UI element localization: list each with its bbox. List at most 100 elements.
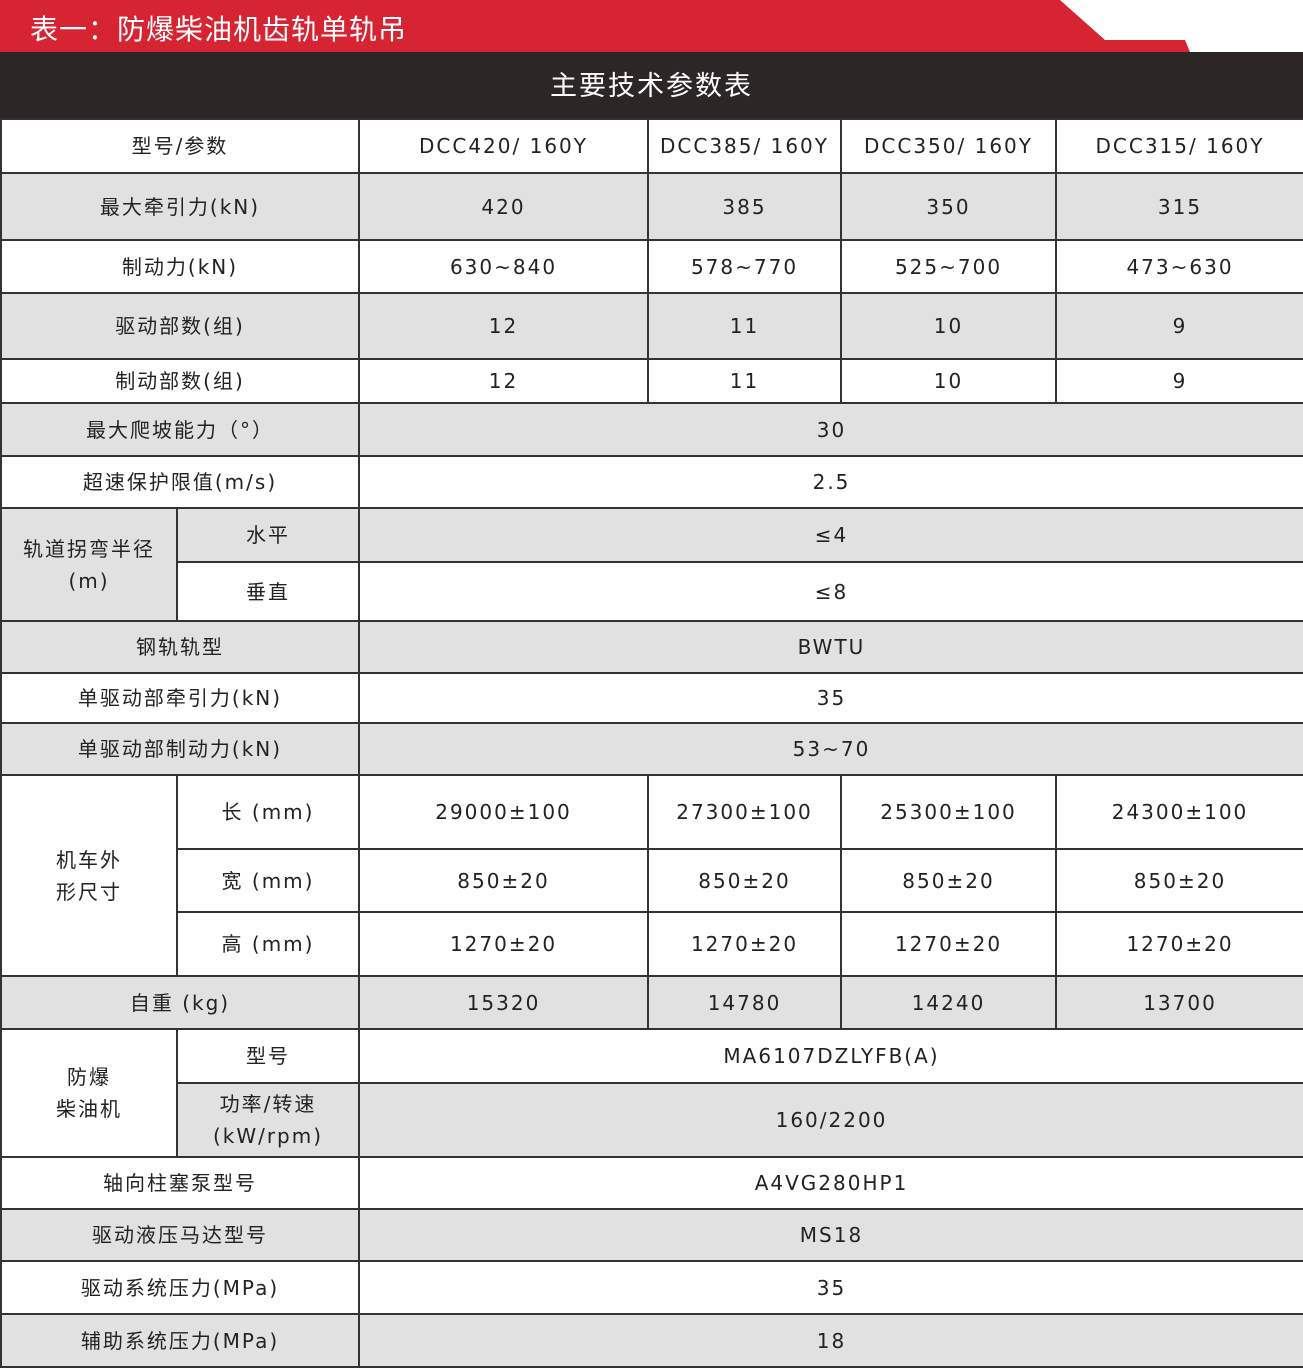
sub-label: 型号	[176, 1028, 360, 1084]
table-row: 钢轨轨型 BWTU	[0, 620, 1303, 674]
row-value: 25300±100	[840, 774, 1057, 850]
row-value: 578~770	[647, 239, 842, 294]
row-value: 24300±100	[1055, 774, 1303, 850]
row-value: 11	[647, 292, 842, 360]
sub-label: 宽 (mm)	[176, 848, 360, 913]
sub-label: 长 (mm)	[176, 774, 360, 850]
row-value: 12	[358, 292, 649, 360]
row-label: 最大爬坡能力（°）	[0, 402, 360, 457]
table-row: 机车外 形尺寸长 (mm) 29000±100 27300±100 25300±100…	[0, 774, 1303, 977]
table-row: 防爆 柴油机 型号 MA6107DZLYFB(A)	[0, 1028, 1303, 1158]
row-label: 最大牵引力(kN)	[0, 172, 360, 241]
table-row: 最大爬坡能力（°） 30	[0, 402, 1303, 457]
row-value: 14240	[840, 975, 1057, 1030]
row-label: 制动力(kN)	[0, 239, 360, 294]
row-value: 35	[358, 1260, 1303, 1315]
row-value: A4VG280HP1	[358, 1156, 1303, 1210]
table-row: 自重 (kg) 15320 14780 14240 13700	[0, 975, 1303, 1030]
table-row: 最大牵引力(kN) 420 385 350 315	[0, 172, 1303, 241]
row-value: ≤4	[358, 507, 1303, 563]
table-row: 单驱动部制动力(kN) 53~70	[0, 722, 1303, 776]
table-row: 驱动部数(组) 12 11 10 9	[0, 292, 1303, 360]
sub-label: 高 (mm)	[176, 911, 360, 977]
row-value: 53~70	[358, 722, 1303, 776]
table-row: 驱动液压马达型号 MS18	[0, 1208, 1303, 1262]
row-value: 14780	[647, 975, 842, 1030]
row-label: 驱动部数(组)	[0, 292, 360, 360]
group-label: 防爆 柴油机	[0, 1028, 178, 1158]
table-row: 超速保护限值(m/s) 2.5	[0, 455, 1303, 509]
row-label: 钢轨轨型	[0, 620, 360, 674]
row-label: 自重 (kg)	[0, 975, 360, 1030]
row-label: 单驱动部制动力(kN)	[0, 722, 360, 776]
sub-label: 功率/转速 (kW/rpm)	[176, 1082, 360, 1158]
header-row: 型号/参数 DCC420/ 160Y DCC385/ 160Y DCC350/ 160…	[0, 118, 1303, 174]
row-label: 制动部数(组)	[0, 358, 360, 404]
row-value: 1270±20	[358, 911, 649, 977]
row-value: 525~700	[840, 239, 1057, 294]
row-value: 850±20	[358, 848, 649, 913]
table-caption: 表一：防爆柴油机齿轨单轨吊	[30, 13, 408, 46]
row-value: 1270±20	[647, 911, 842, 977]
row-label: 驱动系统压力(MPa)	[0, 1260, 360, 1315]
model-header: DCC385/ 160Y	[647, 118, 842, 174]
row-value: 315	[1055, 172, 1303, 241]
table-row: 辅助系统压力(MPa) 18	[0, 1313, 1303, 1368]
row-value: 12	[358, 358, 649, 404]
row-value: 10	[840, 292, 1057, 360]
row-value: 11	[647, 358, 842, 404]
row-value: 27300±100	[647, 774, 842, 850]
model-header: DCC420/ 160Y	[358, 118, 649, 174]
table-title: 主要技术参数表	[0, 52, 1303, 118]
row-value: 10	[840, 358, 1057, 404]
row-value: 18	[358, 1313, 1303, 1368]
row-value: 630~840	[358, 239, 649, 294]
row-value: 850±20	[840, 848, 1057, 913]
sub-label: 水平	[176, 507, 360, 563]
table-row: 轴向柱塞泵型号 A4VG280HP1	[0, 1156, 1303, 1210]
row-value: 2.5	[358, 455, 1303, 509]
row-value: 160/2200	[358, 1082, 1303, 1158]
row-label: 轴向柱塞泵型号	[0, 1156, 360, 1210]
group-label: 机车外 形尺寸	[0, 774, 178, 977]
model-header: DCC350/ 160Y	[840, 118, 1057, 174]
table-row: 制动力(kN) 630~840 578~770 525~700 473~630	[0, 239, 1303, 294]
row-value: 350	[840, 172, 1057, 241]
row-value: 9	[1055, 358, 1303, 404]
table-row: 功率/转速 (kW/rpm) 160/2200	[1, 1082, 1303, 1158]
row-label: 超速保护限值(m/s)	[0, 455, 360, 509]
row-value: 850±20	[647, 848, 842, 913]
row-value: BWTU	[358, 620, 1303, 674]
row-label: 辅助系统压力(MPa)	[0, 1313, 360, 1368]
table-row: 驱动系统压力(MPa) 35	[0, 1260, 1303, 1315]
sub-label: 垂直	[176, 561, 360, 622]
row-value: 1270±20	[840, 911, 1057, 977]
row-value: 15320	[358, 975, 649, 1030]
spec-table: 型号/参数 DCC420/ 160Y DCC385/ 160Y DCC350/ 160…	[0, 118, 1303, 1368]
row-value: ≤8	[358, 561, 1303, 622]
group-label: 轨道拐弯半径 (m)	[0, 507, 178, 622]
header-label: 型号/参数	[0, 118, 360, 174]
table-row: 垂直 ≤8	[1, 561, 1303, 622]
row-label: 单驱动部牵引力(kN)	[0, 672, 360, 724]
row-value: 30	[358, 402, 1303, 457]
row-value: 9	[1055, 292, 1303, 360]
row-value: 35	[358, 672, 1303, 724]
table-row: 轨道拐弯半径 (m) 水平 ≤4	[0, 507, 1303, 622]
table-row: 高 (mm) 1270±20 1270±20 1270±20 1270±20	[1, 911, 1303, 977]
row-value: MA6107DZLYFB(A)	[358, 1028, 1303, 1084]
row-value: 385	[647, 172, 842, 241]
row-value: 420	[358, 172, 649, 241]
row-label: 驱动液压马达型号	[0, 1208, 360, 1262]
model-header: DCC315/ 160Y	[1055, 118, 1303, 174]
row-value: 29000±100	[358, 774, 649, 850]
row-value: 850±20	[1055, 848, 1303, 913]
table-row: 制动部数(组) 12 11 10 9	[0, 358, 1303, 404]
table-row: 单驱动部牵引力(kN) 35	[0, 672, 1303, 724]
table-row: 宽 (mm) 850±20 850±20 850±20 850±20	[1, 848, 1303, 913]
row-value: MS18	[358, 1208, 1303, 1262]
row-value: 13700	[1055, 975, 1303, 1030]
row-value: 473~630	[1055, 239, 1303, 294]
row-value: 1270±20	[1055, 911, 1303, 977]
table-caption-tab: 表一：防爆柴油机齿轨单轨吊	[0, 0, 1190, 52]
